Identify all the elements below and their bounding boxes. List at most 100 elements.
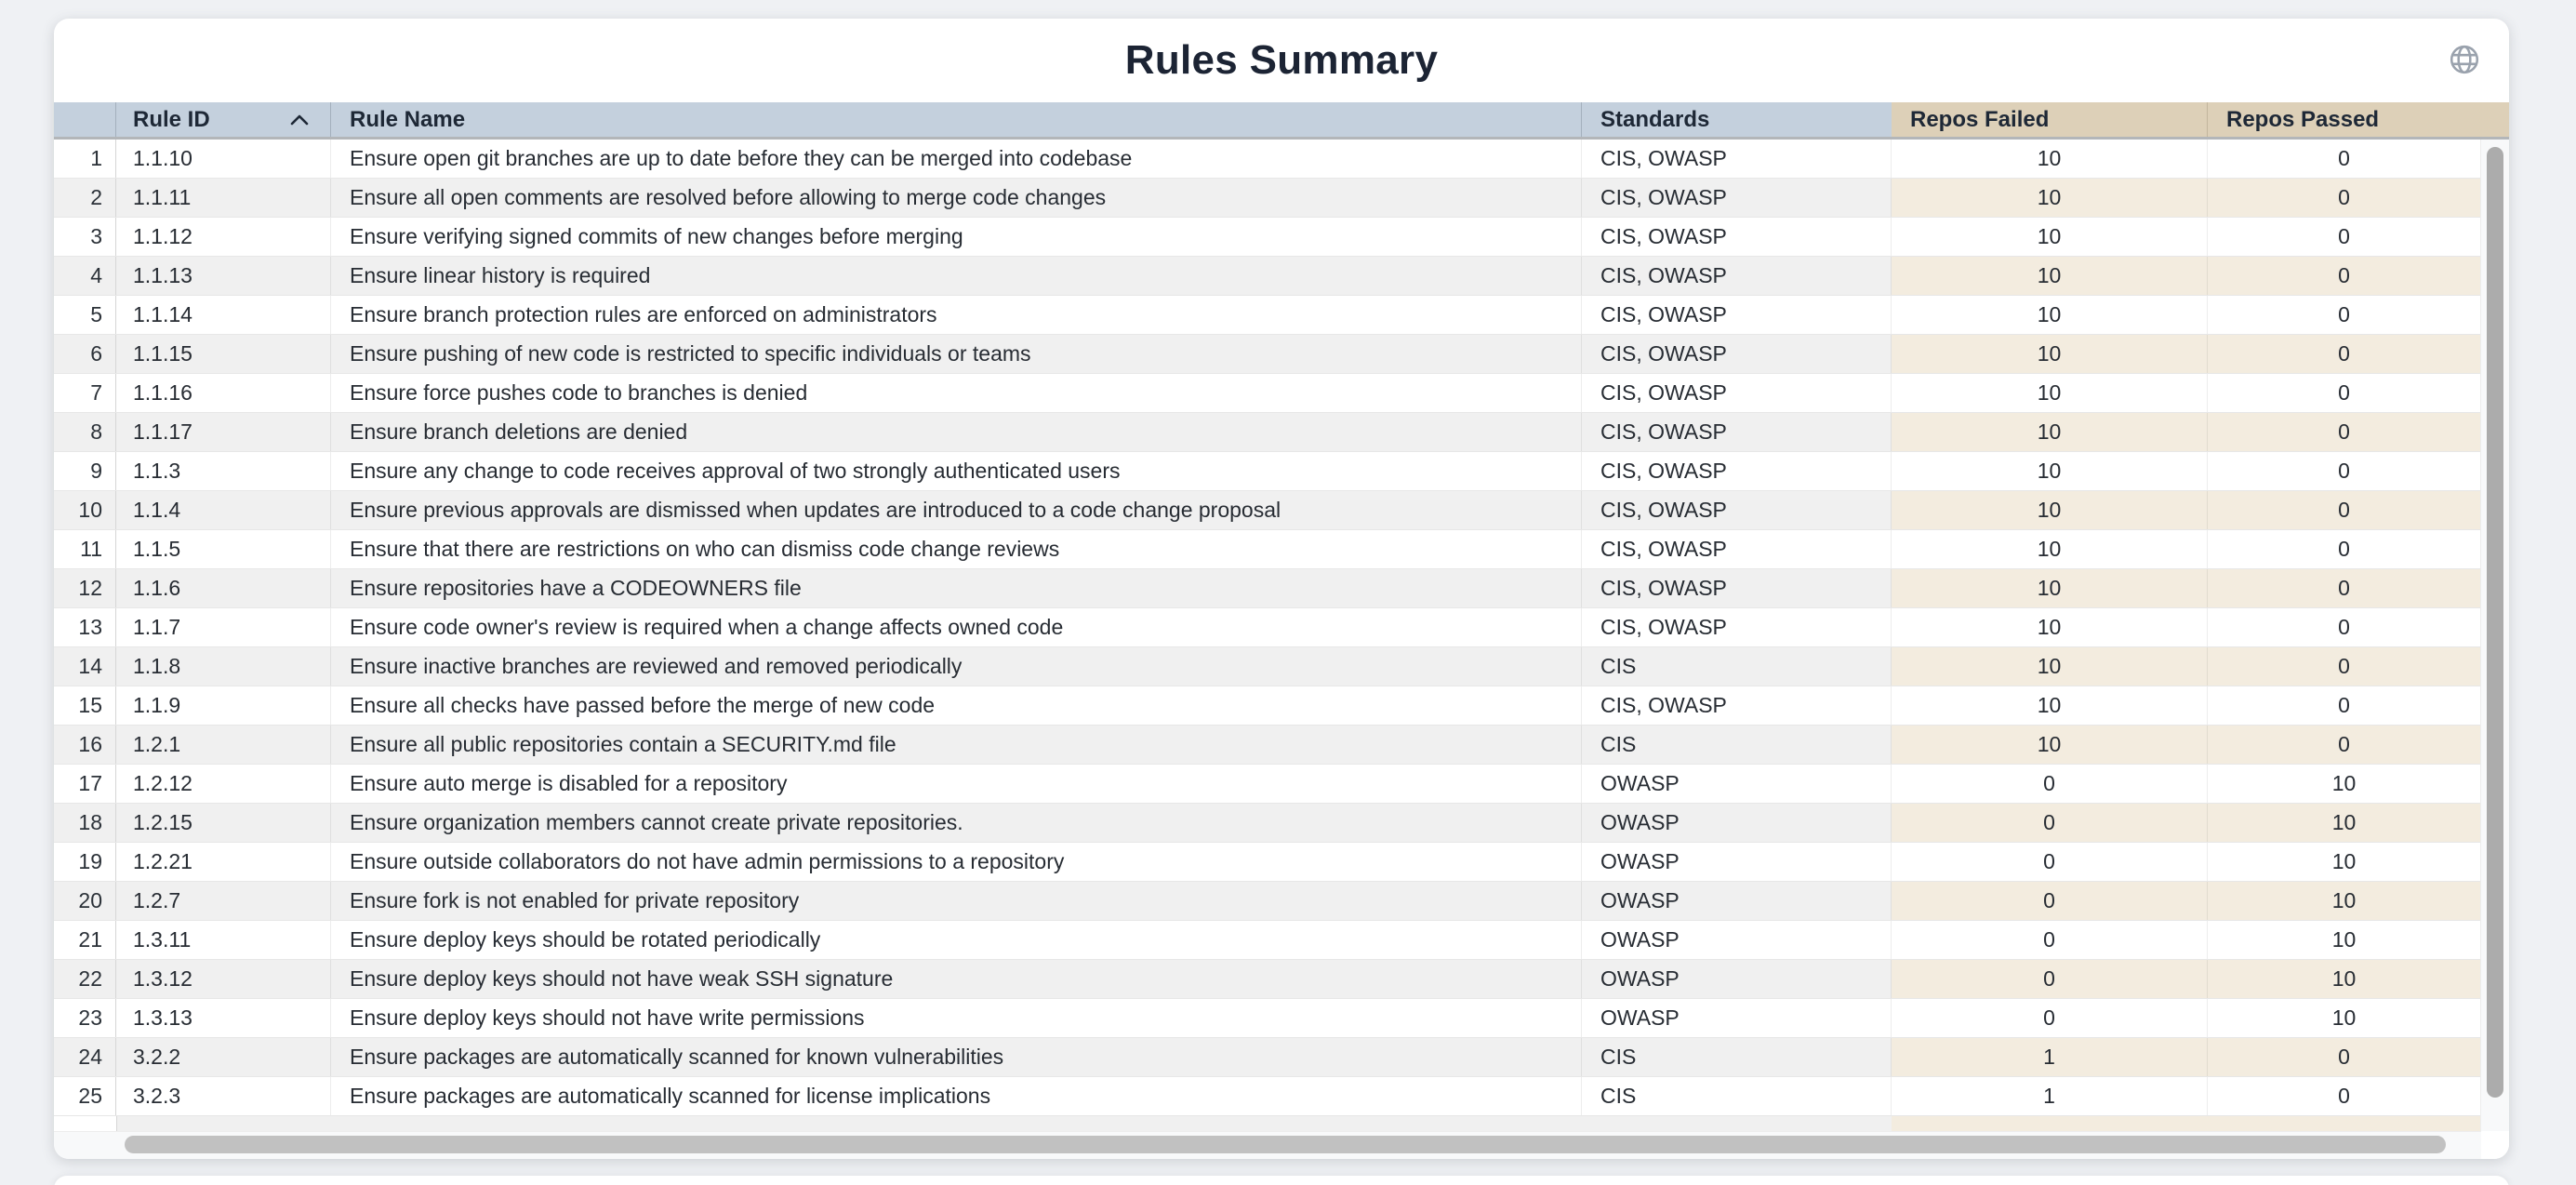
column-header-rule-name-label: Rule Name <box>350 106 466 132</box>
row-index-cell: 13 <box>54 608 116 646</box>
column-header-rule-id-label: Rule ID <box>133 106 210 132</box>
rule-id-cell: 1.3.13 <box>116 999 331 1037</box>
row-index-cell: 11 <box>54 530 116 568</box>
repos-passed-cell: 0 <box>2208 608 2481 646</box>
row-index-cell: 17 <box>54 765 116 803</box>
row-index-cell: 12 <box>54 569 116 607</box>
table-header-row: Rule ID Rule Name Standards Repos Failed… <box>54 102 2509 140</box>
table-row[interactable]: 3 1.1.12 Ensure verifying signed commits… <box>54 218 2509 257</box>
row-index-cell: 18 <box>54 804 116 842</box>
standards-cell: CIS, OWASP <box>1582 218 1892 256</box>
table-row[interactable]: 5 1.1.14 Ensure branch protection rules … <box>54 296 2509 335</box>
standards-cell: CIS, OWASP <box>1582 491 1892 529</box>
column-header-repos-failed-label: Repos Failed <box>1910 106 2050 132</box>
repos-failed-cell: 10 <box>1892 257 2208 295</box>
table-row[interactable]: 11 1.1.5 Ensure that there are restricti… <box>54 530 2509 569</box>
table-row[interactable]: 7 1.1.16 Ensure force pushes code to bra… <box>54 374 2509 413</box>
table-row[interactable]: 20 1.2.7 Ensure fork is not enabled for … <box>54 882 2509 921</box>
table-row[interactable]: 13 1.1.7 Ensure code owner's review is r… <box>54 608 2509 647</box>
repos-passed-cell: 0 <box>2208 374 2481 412</box>
table-row[interactable]: 8 1.1.17 Ensure branch deletions are den… <box>54 413 2509 452</box>
column-header-repos-failed[interactable]: Repos Failed <box>1892 102 2208 137</box>
repos-failed-cell: 10 <box>1892 530 2208 568</box>
column-header-standards[interactable]: Standards <box>1582 102 1892 137</box>
rule-name-cell: Ensure packages are automatically scanne… <box>331 1038 1582 1076</box>
table-row[interactable]: 23 1.3.13 Ensure deploy keys should not … <box>54 999 2509 1038</box>
repos-failed-cell: 0 <box>1892 765 2208 803</box>
standards-cell: CIS, OWASP <box>1582 530 1892 568</box>
column-header-rule-id[interactable]: Rule ID <box>116 102 331 137</box>
table-row[interactable]: 6 1.1.15 Ensure pushing of new code is r… <box>54 335 2509 374</box>
table-row[interactable]: 15 1.1.9 Ensure all checks have passed b… <box>54 686 2509 726</box>
partial-next-row-right <box>1892 1116 2481 1131</box>
rule-id-cell: 1.2.7 <box>116 882 331 920</box>
rule-id-cell: 3.2.3 <box>116 1077 331 1115</box>
table-row[interactable]: 19 1.2.21 Ensure outside collaborators d… <box>54 843 2509 882</box>
row-index-cell: 22 <box>54 960 116 998</box>
table-row[interactable]: 14 1.1.8 Ensure inactive branches are re… <box>54 647 2509 686</box>
standards-cell: CIS <box>1582 726 1892 764</box>
rule-id-cell: 1.1.10 <box>116 140 331 178</box>
rule-id-cell: 1.2.15 <box>116 804 331 842</box>
vertical-scrollbar-thumb[interactable] <box>2487 147 2503 1098</box>
table-row[interactable]: 24 3.2.2 Ensure packages are automatical… <box>54 1038 2509 1077</box>
rule-name-cell: Ensure code owner's review is required w… <box>331 608 1582 646</box>
table-row[interactable]: 18 1.2.15 Ensure organization members ca… <box>54 804 2509 843</box>
standards-cell: OWASP <box>1582 804 1892 842</box>
repos-passed-cell: 0 <box>2208 686 2481 725</box>
horizontal-scrollbar-thumb[interactable] <box>125 1136 2446 1153</box>
rule-name-cell: Ensure all open comments are resolved be… <box>331 179 1582 217</box>
standards-cell: CIS, OWASP <box>1582 686 1892 725</box>
rules-summary-panel: Rules Summary Rule ID Rule Name Standard… <box>54 19 2509 1159</box>
standards-cell: CIS, OWASP <box>1582 452 1892 490</box>
rule-id-cell: 1.1.12 <box>116 218 331 256</box>
table-row[interactable]: 2 1.1.11 Ensure all open comments are re… <box>54 179 2509 218</box>
row-index-cell: 9 <box>54 452 116 490</box>
table-row[interactable]: 1 1.1.10 Ensure open git branches are up… <box>54 140 2509 179</box>
repos-failed-cell: 10 <box>1892 608 2208 646</box>
rule-id-cell: 1.2.21 <box>116 843 331 881</box>
table-row[interactable]: 22 1.3.12 Ensure deploy keys should not … <box>54 960 2509 999</box>
row-index-cell: 3 <box>54 218 116 256</box>
standards-cell: CIS, OWASP <box>1582 374 1892 412</box>
table-row[interactable]: 4 1.1.13 Ensure linear history is requir… <box>54 257 2509 296</box>
globe-button[interactable] <box>2447 42 2482 77</box>
repos-failed-cell: 10 <box>1892 374 2208 412</box>
rule-id-cell: 1.2.1 <box>116 726 331 764</box>
repos-passed-cell: 0 <box>2208 1077 2481 1115</box>
table-row[interactable]: 10 1.1.4 Ensure previous approvals are d… <box>54 491 2509 530</box>
repos-passed-cell: 0 <box>2208 1038 2481 1076</box>
repos-passed-cell: 0 <box>2208 257 2481 295</box>
repos-failed-cell: 10 <box>1892 452 2208 490</box>
row-index-cell: 1 <box>54 140 116 178</box>
column-header-rule-name[interactable]: Rule Name <box>331 102 1582 137</box>
repos-passed-cell: 0 <box>2208 726 2481 764</box>
rule-id-cell: 1.1.13 <box>116 257 331 295</box>
row-index-cell: 20 <box>54 882 116 920</box>
repos-passed-cell: 0 <box>2208 647 2481 686</box>
rule-name-cell: Ensure linear history is required <box>331 257 1582 295</box>
rule-name-cell: Ensure all checks have passed before the… <box>331 686 1582 725</box>
rule-id-cell: 3.2.2 <box>116 1038 331 1076</box>
standards-cell: CIS, OWASP <box>1582 608 1892 646</box>
rule-name-cell: Ensure open git branches are up to date … <box>331 140 1582 178</box>
standards-cell: CIS, OWASP <box>1582 257 1892 295</box>
table-row[interactable]: 12 1.1.6 Ensure repositories have a CODE… <box>54 569 2509 608</box>
standards-cell: CIS <box>1582 1038 1892 1076</box>
rule-name-cell: Ensure outside collaborators do not have… <box>331 843 1582 881</box>
row-index-cell: 21 <box>54 921 116 959</box>
table-row[interactable]: 16 1.2.1 Ensure all public repositories … <box>54 726 2509 765</box>
standards-cell: OWASP <box>1582 960 1892 998</box>
table-row[interactable]: 21 1.3.11 Ensure deploy keys should be r… <box>54 921 2509 960</box>
rule-id-cell: 1.1.15 <box>116 335 331 373</box>
standards-cell: CIS, OWASP <box>1582 140 1892 178</box>
repos-passed-cell: 0 <box>2208 452 2481 490</box>
table-row[interactable]: 25 3.2.3 Ensure packages are automatical… <box>54 1077 2509 1116</box>
repos-failed-cell: 10 <box>1892 335 2208 373</box>
rule-id-cell: 1.1.9 <box>116 686 331 725</box>
partial-next-row-left <box>116 1116 1892 1131</box>
table-row[interactable]: 9 1.1.3 Ensure any change to code receiv… <box>54 452 2509 491</box>
table-row[interactable]: 17 1.2.12 Ensure auto merge is disabled … <box>54 765 2509 804</box>
column-header-repos-passed[interactable]: Repos Passed <box>2208 102 2481 137</box>
repos-failed-cell: 10 <box>1892 491 2208 529</box>
